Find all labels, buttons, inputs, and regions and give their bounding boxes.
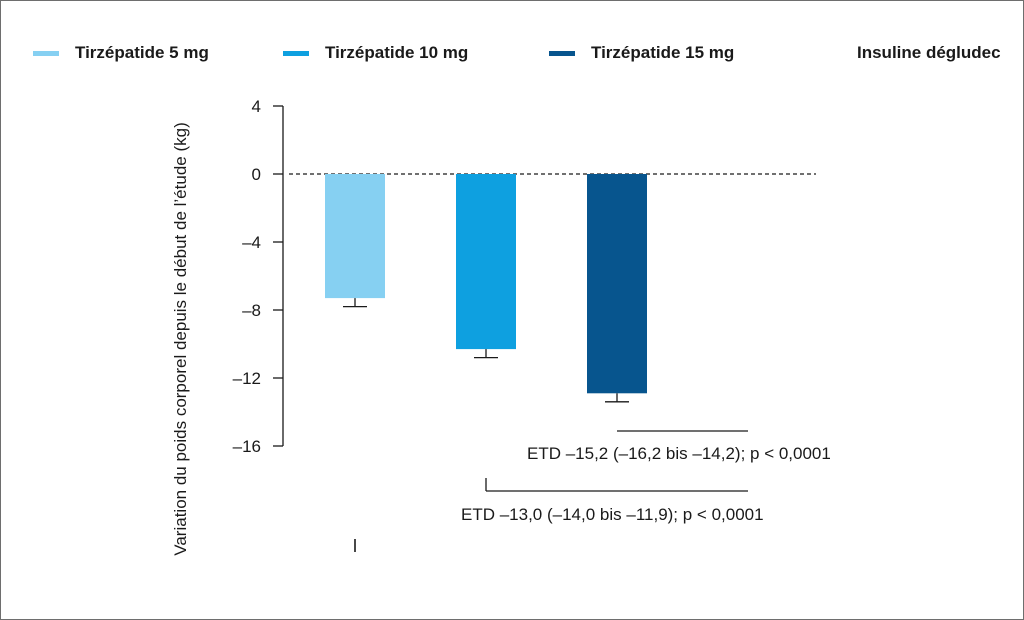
comparison-label: ETD –15,2 (–16,2 bis –14,2); p < 0,0001 bbox=[527, 444, 831, 463]
legend-swatch bbox=[283, 50, 309, 56]
y-tick-label: 4 bbox=[252, 97, 261, 116]
bar bbox=[587, 174, 647, 394]
y-tick-label: –8 bbox=[242, 301, 261, 320]
y-axis-label: Variation du poids corporel depuis le dé… bbox=[171, 122, 190, 555]
legend-label: Tirzépatide 5 mg bbox=[75, 43, 209, 62]
legend-swatch bbox=[33, 50, 59, 56]
y-tick-label: 0 bbox=[252, 165, 261, 184]
legend-swatch bbox=[549, 50, 575, 56]
chart-legend: Tirzépatide 5 mg Tirzépatide 10 mg Tirzé… bbox=[1, 39, 1024, 67]
y-tick-label: –4 bbox=[242, 233, 261, 252]
legend-item-tirzepatide-15mg: Tirzépatide 15 mg bbox=[549, 39, 734, 67]
y-tick-label: –12 bbox=[233, 369, 261, 388]
comparison-label: ETD –13,0 (–14,0 bis –11,9); p < 0,0001 bbox=[461, 505, 764, 524]
legend-label: Insuline dégludec bbox=[857, 43, 1001, 62]
legend-label: Tirzépatide 15 mg bbox=[591, 43, 735, 62]
bar bbox=[456, 174, 516, 350]
bar bbox=[325, 174, 385, 299]
legend-item-tirzepatide-10mg: Tirzépatide 10 mg bbox=[283, 39, 468, 67]
legend-item-tirzepatide-5mg: Tirzépatide 5 mg bbox=[33, 39, 209, 67]
legend-item-insuline-degludec: Insuline dégludec bbox=[857, 39, 1001, 67]
legend-label: Tirzépatide 10 mg bbox=[325, 43, 469, 62]
y-tick-label: –16 bbox=[233, 437, 261, 456]
